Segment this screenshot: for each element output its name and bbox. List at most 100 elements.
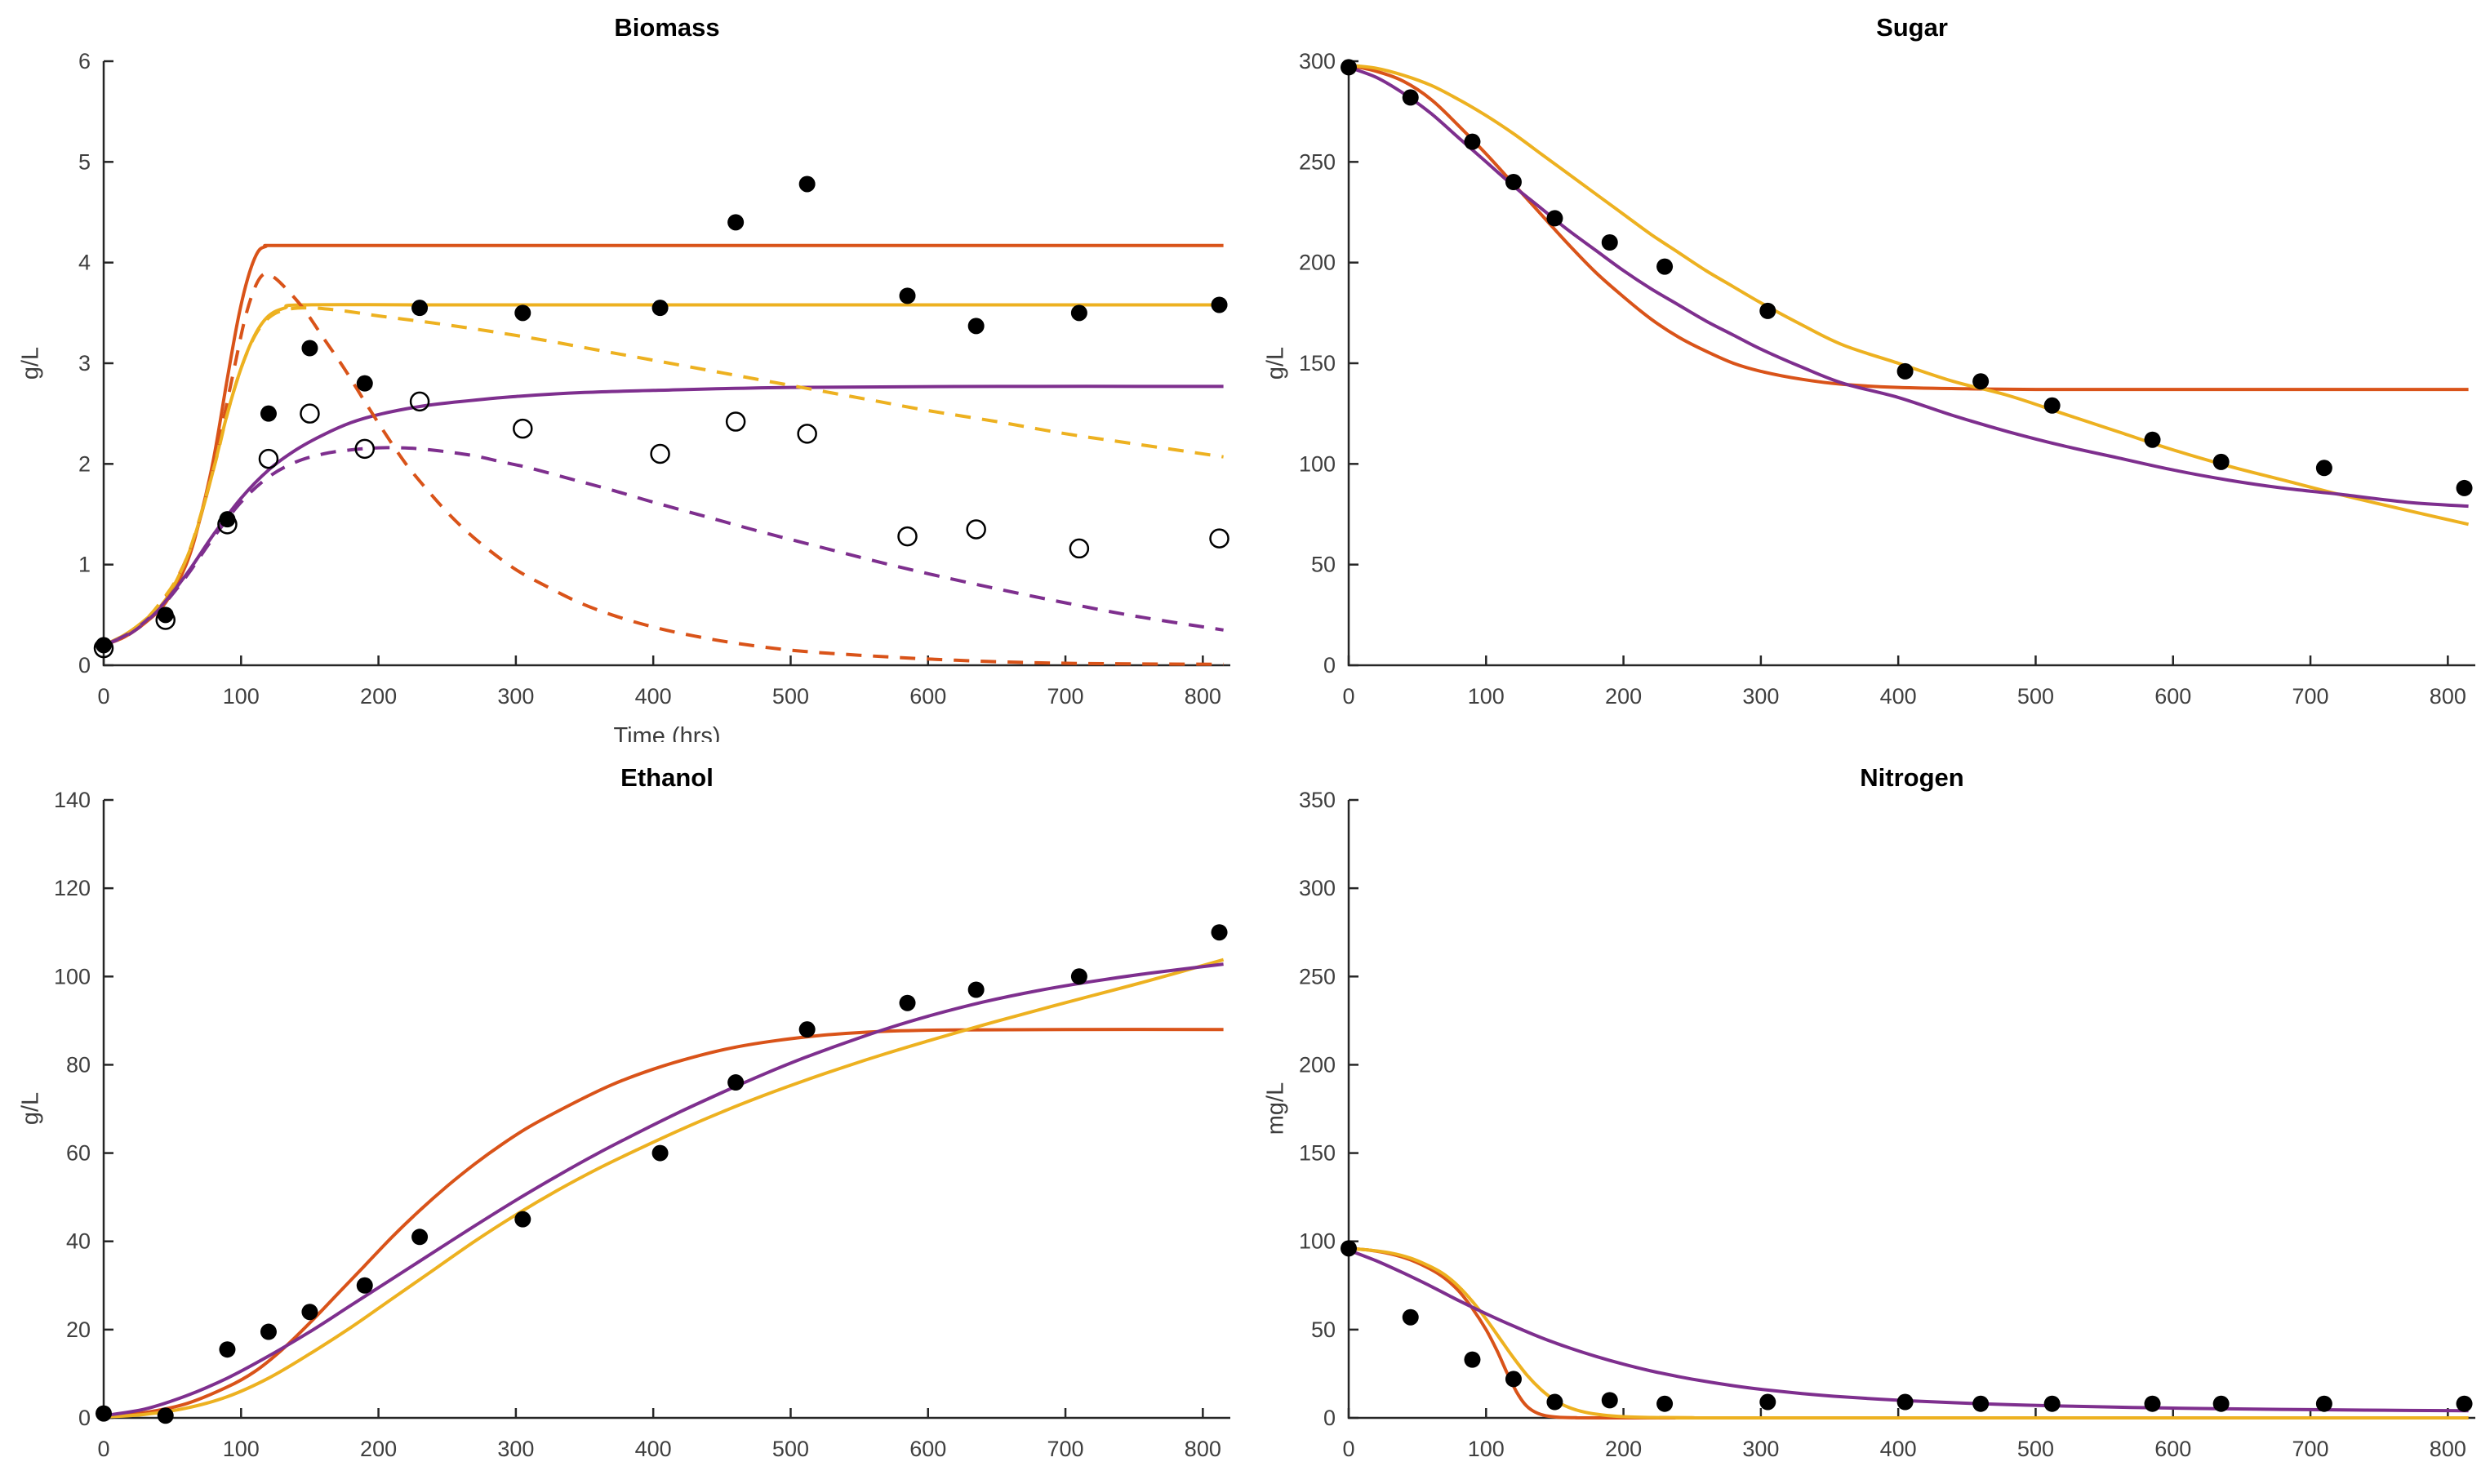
x-tick-label: 600	[909, 1437, 946, 1461]
ethanol-panel: Ethanol g/L 0 100 200 300 400 500 600 700 800 0 20…	[0, 742, 1245, 1484]
ethanol-observed-point	[411, 1229, 429, 1246]
y-tick-label: 50	[1311, 553, 1336, 577]
biomass-observed-viable-point	[513, 418, 533, 439]
x-tick-label: 100	[223, 1437, 260, 1461]
x-tick-label: 400	[635, 684, 672, 709]
sugar-observed-point	[1505, 174, 1522, 190]
x-tick-label: 500	[2017, 684, 2054, 709]
nitrogen-observed-point	[1505, 1371, 1522, 1388]
y-tick-label: 20	[66, 1317, 91, 1342]
biomass-observed-total-point	[157, 606, 174, 624]
ethanol-chart: 0 100 200 300 400 500 600 700 800 0 20 40 60 80 100 120…	[54, 788, 1230, 1461]
y-tick-label: 150	[1299, 351, 1336, 375]
sugar-model-1-solid-line	[1348, 63, 2469, 392]
y-tick-label: 40	[66, 1229, 91, 1254]
biomass-observed-total-point	[356, 375, 373, 392]
biomass-observed-viable-point	[354, 438, 376, 460]
y-tick-label: 60	[66, 1141, 91, 1166]
biomass-observed-total-point	[1211, 296, 1228, 313]
sugar-model-3-solid-line	[1348, 65, 2469, 509]
y-tick-label: 80	[66, 1052, 91, 1077]
nitrogen-observed-point	[1759, 1393, 1776, 1411]
biomass-observed-viable-point	[300, 403, 320, 424]
biomass-observed-total-point	[651, 300, 669, 317]
ethanol-observed-point	[219, 1341, 236, 1358]
biomass-observed-total-point	[727, 214, 745, 231]
x-tick-label: 700	[1047, 684, 1084, 709]
nitrogen-observed-point	[1656, 1395, 1674, 1412]
biomass-observed-total-point	[899, 287, 916, 304]
x-tick-label: 0	[1342, 1437, 1354, 1461]
biomass-observed-viable-point	[650, 443, 670, 464]
x-axis-label-biomass: Time (hrs)	[613, 723, 721, 742]
biomass-observed-viable-point	[725, 411, 746, 432]
x-tick-label: 500	[772, 1437, 809, 1461]
x-tick-label: 400	[1880, 684, 1917, 709]
nitrogen-observed-point	[2043, 1395, 2061, 1412]
sugar-observed-point	[2043, 397, 2061, 414]
y-tick-label: 3	[78, 351, 91, 375]
ethanol-model-2-solid-line	[103, 957, 1225, 1419]
y-tick-label: 150	[1299, 1141, 1336, 1166]
y-tick-label: 250	[1299, 964, 1336, 989]
x-tick-label: 600	[2154, 1437, 2191, 1461]
ethanol-observed-point	[514, 1211, 531, 1228]
ethanol-observed-point	[1211, 924, 1228, 941]
biomass-observed-viable-point	[1209, 528, 1229, 549]
nitrogen-observed-point	[1546, 1393, 1563, 1411]
biomass-observed-viable-point	[1069, 538, 1090, 559]
ethanol-observed-point	[967, 981, 985, 998]
y-tick-label: 120	[54, 876, 91, 900]
biomass-model-1-viable-dashed-line	[103, 272, 1224, 666]
x-tick-label: 700	[1047, 1437, 1084, 1461]
y-tick-label: 0	[78, 653, 91, 678]
sugar-observed-point	[1656, 258, 1674, 275]
chart-title-sugar: Sugar	[1876, 13, 1948, 42]
ethanol-observed-point	[157, 1407, 174, 1424]
x-tick-label: 100	[1468, 684, 1505, 709]
nitrogen-observed-point	[2144, 1395, 2161, 1412]
biomass-observed-total-point	[411, 300, 429, 317]
y-tick-label: 300	[1299, 876, 1336, 900]
nitrogen-axes	[1347, 800, 2475, 1420]
sugar-observed-point	[2315, 460, 2332, 477]
y-tick-label: 100	[54, 964, 91, 989]
biomass-model-3-viable-dashed-line	[103, 446, 1224, 647]
x-tick-label: 300	[1742, 1437, 1779, 1461]
sugar-observed-point	[2456, 479, 2473, 496]
biomass-model-3-solid-line	[103, 384, 1224, 647]
biomass-observed-viable-point	[897, 526, 918, 547]
biomass-observed-viable-point	[93, 638, 114, 659]
y-tick-label: 0	[1323, 1406, 1336, 1430]
x-tick-label: 100	[223, 684, 260, 709]
y-tick-label: 50	[1311, 1317, 1336, 1342]
x-tick-label: 500	[772, 684, 809, 709]
y-tick-label: 300	[1299, 49, 1336, 73]
y-tick-label: 100	[1299, 451, 1336, 476]
x-tick-label: 700	[2292, 1437, 2329, 1461]
sugar-observed-point	[1972, 373, 1990, 390]
nitrogen-model-2-solid-line	[1348, 1246, 2469, 1420]
nitrogen-observed-point	[2456, 1395, 2473, 1412]
nitrogen-chart: 0 100 200 300 400 500 600 700 800 0 50 100 150 200 250…	[1299, 788, 2475, 1461]
x-tick-label: 300	[497, 1437, 534, 1461]
x-tick-label: 0	[97, 684, 109, 709]
biomass-observed-total-point	[514, 304, 531, 322]
biomass-observed-viable-point	[155, 610, 176, 630]
sugar-observed-point	[1601, 234, 1618, 251]
ethanol-observed-point	[899, 994, 916, 1011]
y-tick-label: 140	[54, 788, 91, 812]
biomass-observed-total-point	[260, 405, 277, 422]
x-tick-label: 800	[1185, 684, 1221, 709]
ethanol-model-1-solid-line	[103, 1028, 1224, 1419]
sugar-observed-point	[1341, 59, 1357, 76]
ethanol-observed-point	[96, 1405, 112, 1422]
y-tick-label: 6	[78, 49, 91, 73]
biomass-observed-total-point	[1070, 304, 1087, 322]
sugar-observed-point	[2212, 453, 2230, 470]
x-tick-label: 200	[360, 1437, 397, 1461]
biomass-observed-viable-point	[966, 519, 986, 540]
nitrogen-observed-point	[1896, 1393, 1914, 1411]
y-tick-label: 5	[78, 149, 91, 174]
